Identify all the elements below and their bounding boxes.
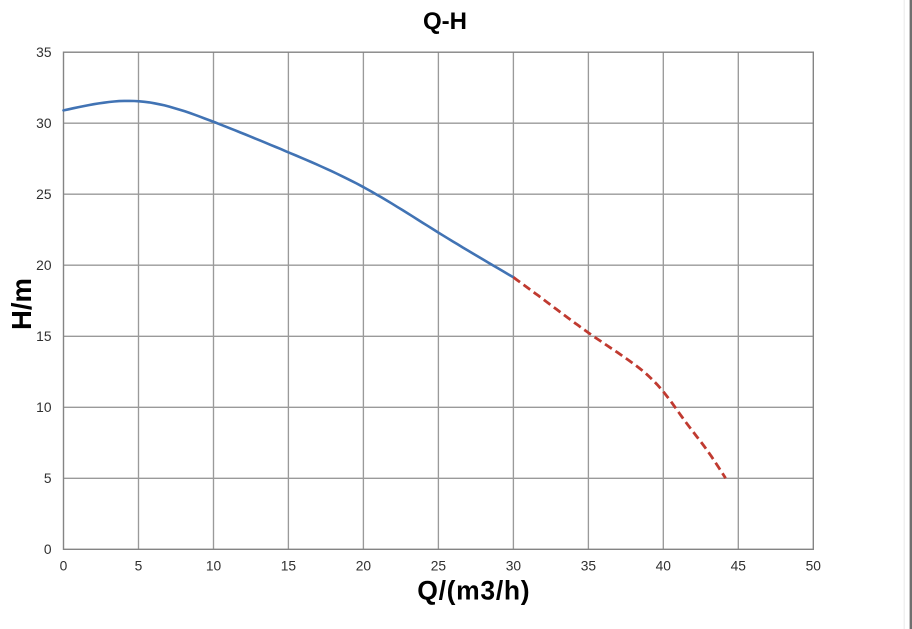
svg-text:10: 10 [36, 400, 52, 415]
svg-text:0: 0 [44, 542, 52, 557]
svg-text:0: 0 [60, 559, 68, 574]
svg-text:H/m: H/m [6, 278, 37, 330]
svg-text:5: 5 [44, 471, 52, 486]
svg-text:15: 15 [36, 329, 52, 344]
svg-text:30: 30 [506, 559, 522, 574]
svg-text:20: 20 [36, 258, 52, 273]
svg-text:45: 45 [731, 559, 747, 574]
svg-text:Q-H: Q-H [423, 8, 467, 35]
svg-text:35: 35 [581, 559, 597, 574]
svg-text:25: 25 [36, 187, 52, 202]
svg-text:15: 15 [281, 559, 297, 574]
svg-text:20: 20 [356, 559, 372, 574]
svg-text:Q/(m3/h): Q/(m3/h) [417, 575, 530, 605]
svg-text:25: 25 [431, 559, 447, 574]
svg-text:35: 35 [36, 45, 52, 60]
svg-text:50: 50 [806, 559, 822, 574]
svg-text:5: 5 [135, 559, 143, 574]
svg-text:10: 10 [206, 559, 222, 574]
svg-text:40: 40 [656, 559, 672, 574]
svg-text:30: 30 [36, 116, 52, 131]
